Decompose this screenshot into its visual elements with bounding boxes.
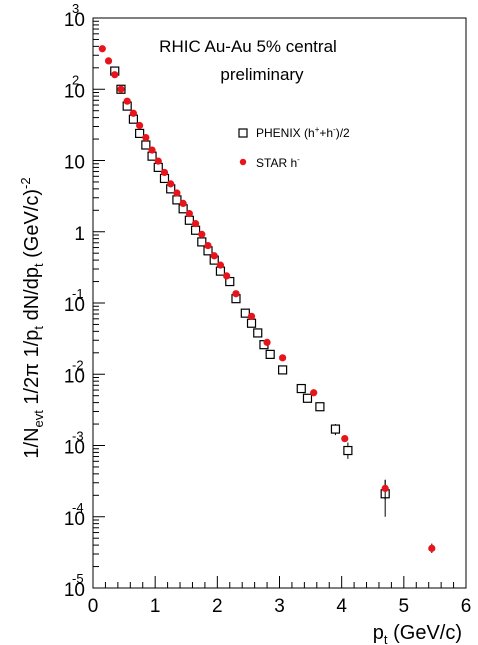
y-tick-exponent: -1 (72, 286, 84, 301)
legend-phenix-marker (238, 128, 248, 138)
star-point (160, 168, 169, 177)
star-point (223, 272, 231, 280)
phenix-point (315, 402, 325, 412)
phenix-point (240, 308, 250, 318)
chart-title-line-1: RHIC Au-Au 5% central (159, 37, 337, 56)
y-tick-exponent: -4 (72, 500, 84, 515)
y-tick-label: 10 (64, 438, 85, 459)
star-point (381, 484, 389, 492)
phenix-point (246, 318, 257, 328)
phenix-point (253, 328, 263, 338)
star-point (216, 261, 225, 269)
star-point (310, 389, 318, 397)
y-tick-label: 10 (64, 295, 85, 316)
star-point (179, 199, 187, 207)
plot-frame (92, 17, 467, 589)
x-tick-label: 2 (212, 596, 223, 617)
x-axis-label: pt (GeV/c) (373, 622, 462, 645)
y-tick-exponent: -3 (72, 429, 84, 444)
legend: PHENIX (h++h-)/2 STAR h- (238, 125, 350, 170)
star-point (123, 97, 131, 105)
star-series (98, 45, 436, 553)
x-tick-label: 4 (336, 596, 347, 617)
star-point (204, 241, 212, 250)
y-tick-label: 10 (64, 509, 85, 530)
star-point (148, 146, 156, 154)
y-tick-exponent: -5 (72, 571, 84, 586)
phenix-point (135, 128, 145, 139)
y-tick-label: 10 (64, 153, 85, 174)
y-tick-exponent: -2 (72, 357, 84, 372)
star-point (185, 209, 193, 218)
star-point (98, 45, 106, 53)
star-point (279, 354, 287, 362)
y-tick-label: 10 (64, 81, 85, 102)
x-tick-label: 6 (461, 596, 472, 617)
star-point (167, 180, 175, 188)
star-point (232, 290, 240, 298)
y-tick-exponent: 2 (72, 72, 79, 87)
x-tick-label: 5 (399, 596, 410, 617)
y-tick-label: 1 (74, 224, 85, 245)
y-tick-label: 10 (64, 10, 85, 31)
chart-title-line-2: preliminary (220, 65, 304, 84)
star-point (173, 189, 181, 197)
star-point (210, 252, 218, 260)
star-point (247, 312, 256, 320)
star-point (136, 121, 144, 130)
legend-phenix-label: PHENIX (h++h-)/2 (256, 125, 350, 140)
phenix-point (278, 365, 288, 375)
star-point (191, 220, 200, 228)
star-point (104, 57, 113, 65)
phenix-point (265, 349, 275, 359)
y-tick-label: 10 (64, 580, 85, 601)
star-point (142, 133, 150, 142)
star-point (428, 544, 436, 552)
phenix-point (330, 424, 341, 434)
star-point (341, 434, 349, 443)
y-axis-label: 1/Nevt 1/2π 1/pt dN/dpt (GeV/c)-2 (18, 177, 46, 458)
star-point (263, 338, 271, 346)
phenix-point (302, 393, 313, 403)
phenix-point (190, 225, 201, 235)
plot-border (92, 17, 467, 589)
phenix-point (296, 383, 306, 394)
star-point (198, 230, 206, 238)
star-point (117, 85, 125, 93)
phenix-point (141, 140, 151, 150)
phenix-point (343, 445, 353, 456)
star-point (154, 157, 162, 165)
legend-star-marker (239, 158, 247, 166)
x-tick-label: 1 (150, 596, 161, 617)
star-point (111, 71, 119, 79)
y-tick-label: 10 (64, 366, 85, 387)
x-tick-label: 3 (274, 596, 285, 617)
x-tick-label: 0 (88, 596, 99, 617)
y-tick-exponent: 3 (72, 1, 79, 16)
star-point (129, 109, 138, 117)
x-axis-ticks: 0 1 2 3 4 5 6 (88, 576, 472, 617)
legend-star-label: STAR h- (256, 155, 300, 170)
